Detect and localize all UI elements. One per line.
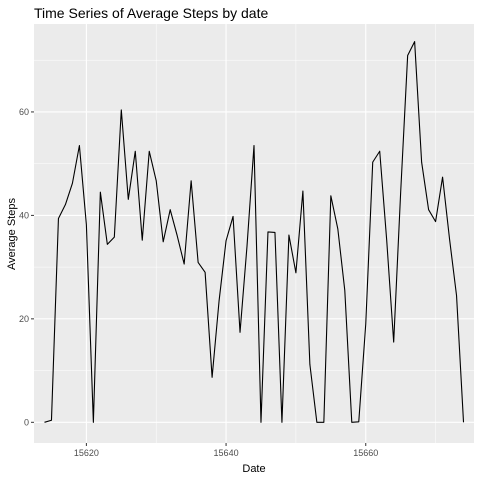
y-tick-label: 60 xyxy=(19,107,29,117)
x-tick-label: 15640 xyxy=(214,448,239,458)
x-axis-title: Date xyxy=(242,463,265,475)
plot-panel xyxy=(34,24,474,443)
chart-title: Time Series of Average Steps by date xyxy=(34,5,268,21)
y-tick-label: 20 xyxy=(19,314,29,324)
y-tick-label: 40 xyxy=(19,210,29,220)
x-tick-label: 15660 xyxy=(353,448,378,458)
y-tick-label: 0 xyxy=(24,417,29,427)
y-axis-title: Average Steps xyxy=(6,198,18,270)
x-tick-label: 15620 xyxy=(74,448,99,458)
x-axis-ticks: 15620 15640 15660 xyxy=(74,443,378,458)
y-axis-ticks: 0 20 40 60 xyxy=(19,107,34,427)
